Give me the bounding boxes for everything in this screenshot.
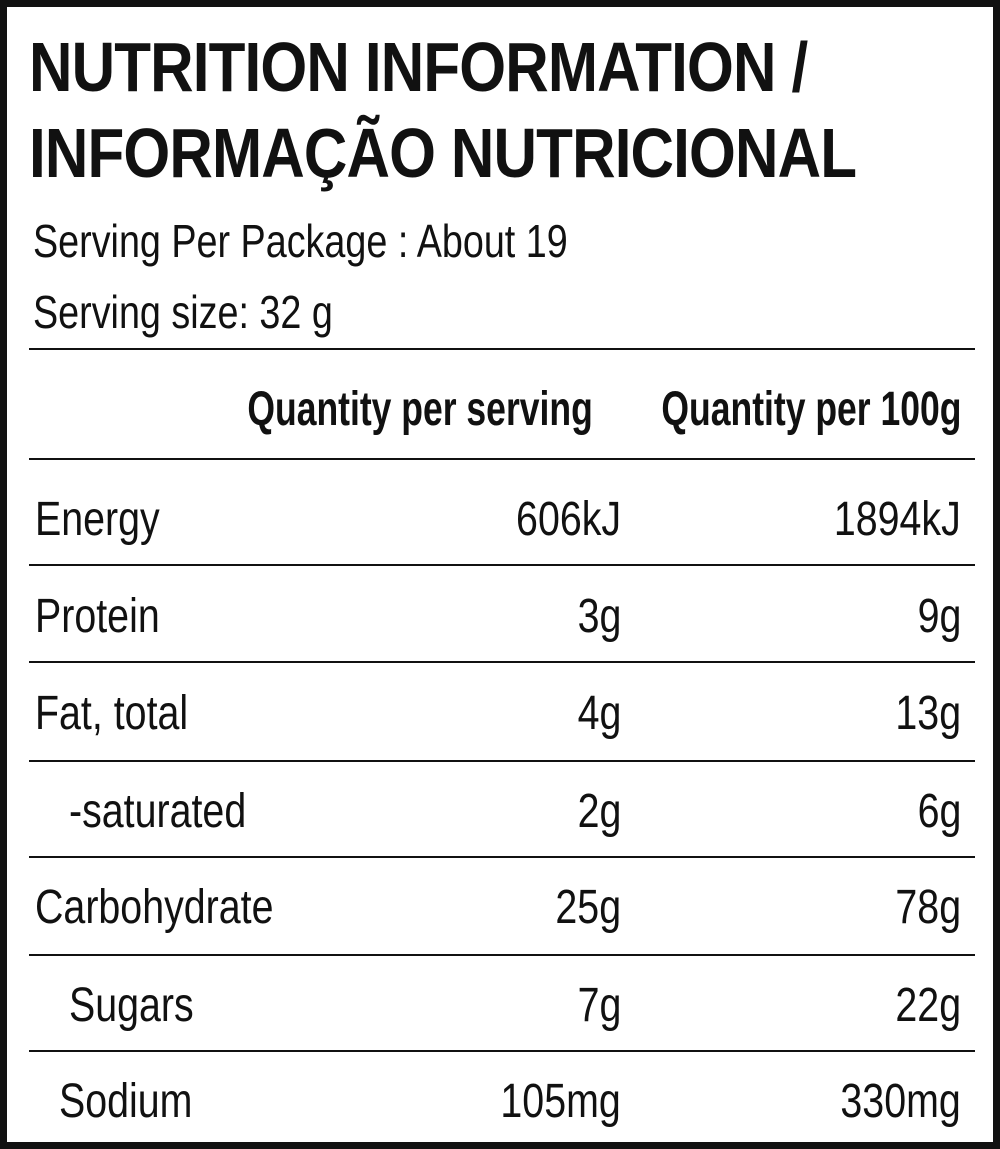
row-value-per-serving: 4g <box>577 687 621 740</box>
row-divider <box>29 856 975 858</box>
row-value-per-serving: 7g <box>577 979 621 1032</box>
row-divider <box>29 954 975 956</box>
row-label: Sugars <box>69 979 194 1032</box>
row-divider <box>29 760 975 762</box>
row-label: Carbohydrate <box>35 881 274 934</box>
row-value-per-100g: 9g <box>917 590 961 643</box>
row-value-per-serving: 3g <box>577 590 621 643</box>
row-value-per-serving: 105mg <box>500 1075 621 1128</box>
column-header-per-100g: Quantity per 100g <box>660 383 961 436</box>
row-label: Fat, total <box>35 687 189 740</box>
column-header-per-serving: Quantity per serving <box>247 383 593 436</box>
row-value-per-100g: 6g <box>917 785 961 838</box>
title-line-english: NUTRITION INFORMATION / <box>29 28 808 106</box>
row-label: Energy <box>35 493 160 546</box>
divider-header-bottom <box>29 458 975 460</box>
row-label: -saturated <box>69 785 247 838</box>
title-line-portuguese: INFORMAÇÃO NUTRICIONAL <box>29 114 857 192</box>
row-divider <box>29 661 975 663</box>
row-label: Sodium <box>59 1075 193 1128</box>
divider-header-top <box>29 348 975 350</box>
row-value-per-100g: 22g <box>895 979 961 1032</box>
row-value-per-100g: 13g <box>895 687 961 740</box>
servings-per-package: Serving Per Package : About 19 <box>33 215 568 267</box>
row-label: Protein <box>35 590 160 643</box>
row-divider <box>29 564 975 566</box>
row-value-per-serving: 25g <box>555 881 621 934</box>
row-value-per-100g: 1894kJ <box>834 493 961 546</box>
row-value-per-serving: 606kJ <box>515 493 621 546</box>
row-value-per-100g: 78g <box>895 881 961 934</box>
serving-size: Serving size: 32 g <box>33 286 333 338</box>
row-value-per-serving: 2g <box>577 785 621 838</box>
row-divider <box>29 1050 975 1052</box>
row-value-per-100g: 330mg <box>840 1075 961 1128</box>
